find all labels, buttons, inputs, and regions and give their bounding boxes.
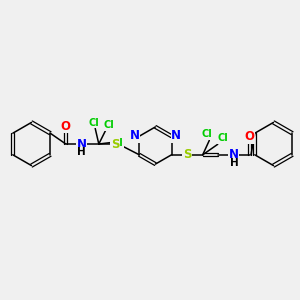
Text: S: S [111,137,120,151]
Text: N: N [130,129,140,142]
Text: Cl: Cl [88,118,99,128]
Text: H: H [230,158,238,168]
Text: O: O [244,130,254,143]
Text: Cl: Cl [218,133,229,143]
Text: N: N [171,129,181,142]
Text: O: O [61,119,71,133]
Text: N: N [76,137,86,151]
Text: Cl: Cl [202,129,212,140]
Text: S: S [183,148,191,161]
Text: Cl: Cl [103,120,114,130]
Text: N: N [229,148,239,161]
Text: H: H [77,147,86,158]
Text: Cl: Cl [112,137,123,148]
